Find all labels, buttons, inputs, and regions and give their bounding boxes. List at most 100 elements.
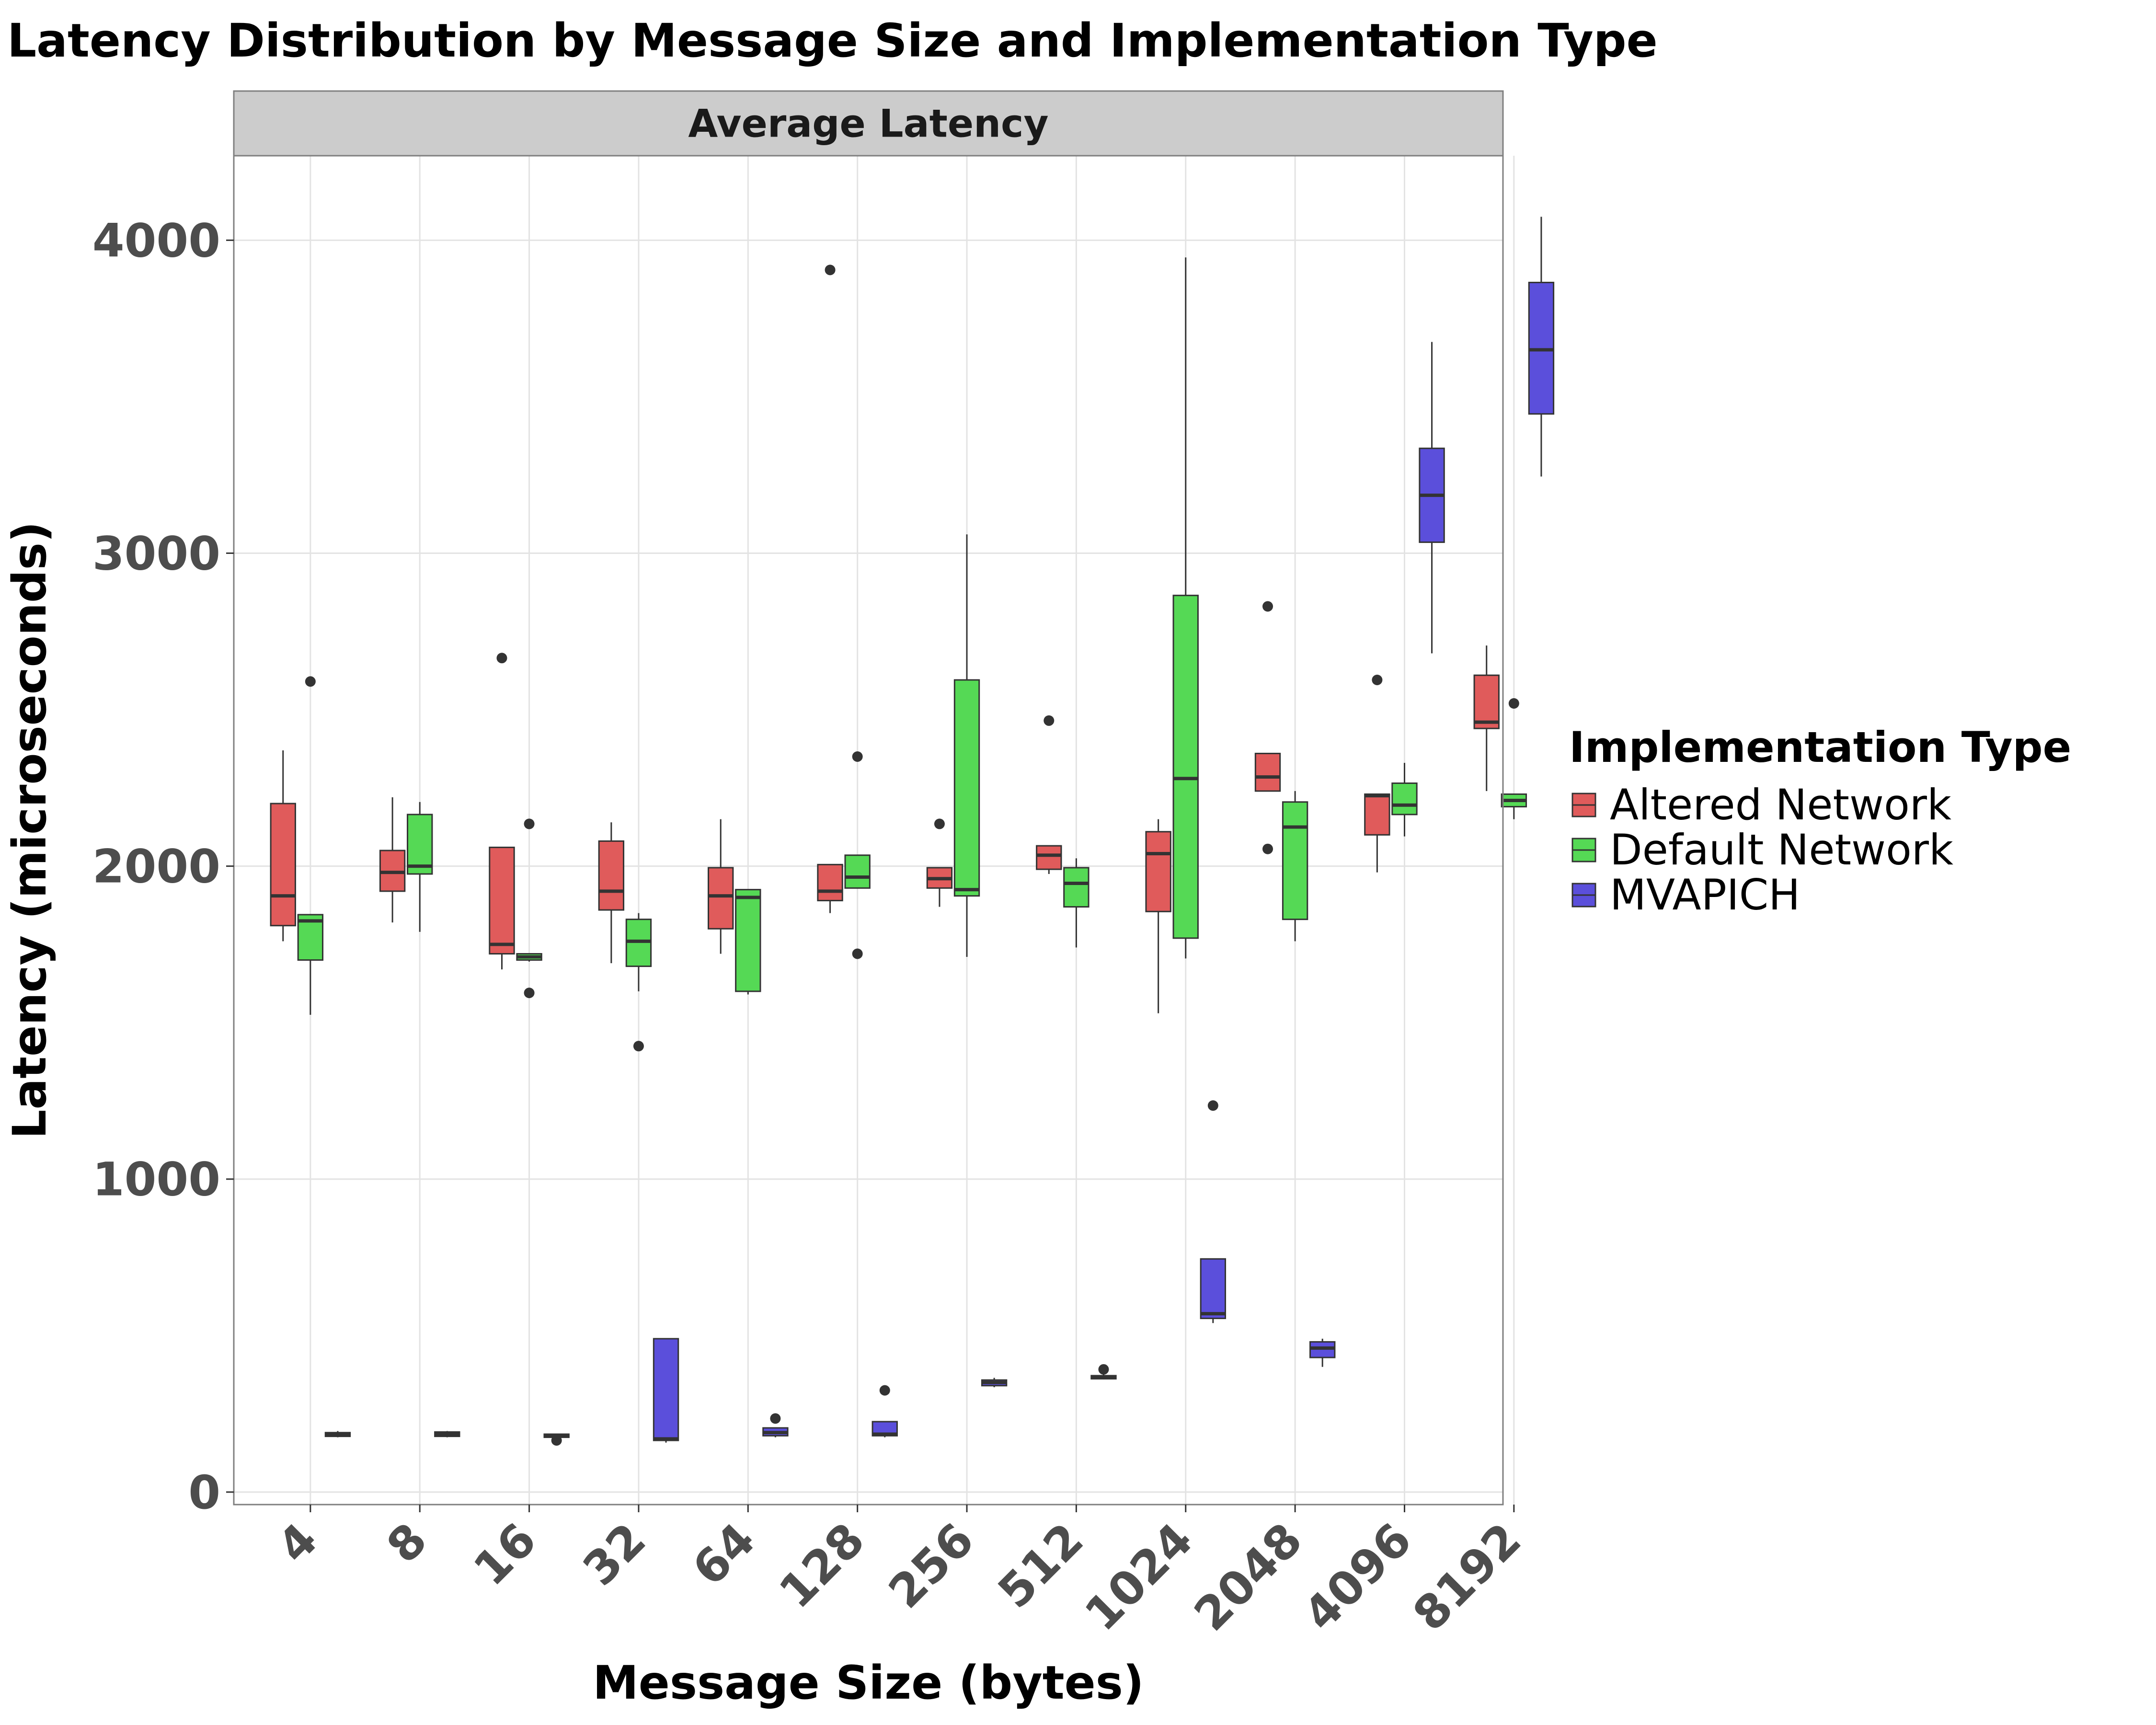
outlier-point: [852, 948, 863, 959]
facet-strip: [233, 90, 1504, 157]
x-tick-label: 2048: [1184, 1513, 1312, 1641]
y-axis-title: Latency (microseconds): [3, 521, 57, 1138]
x-tick-label: 8192: [1403, 1513, 1531, 1641]
series-default-network: [297, 257, 1527, 1052]
facet-strip-label: Average Latency: [688, 102, 1048, 146]
box-iqr: [1364, 793, 1390, 836]
box-iqr: [270, 803, 296, 927]
box-64: [735, 889, 761, 995]
box-16: [543, 1433, 570, 1446]
box-iqr: [1391, 782, 1418, 816]
box-4096: [1391, 763, 1418, 837]
outlier-point: [524, 818, 535, 829]
box-4: [324, 1431, 351, 1438]
box-256: [953, 534, 980, 957]
outlier-point: [934, 818, 945, 829]
box-iqr: [1063, 867, 1089, 908]
box-1024: [1200, 1100, 1227, 1323]
legend-label: Altered Network: [1610, 780, 1951, 829]
legend-label: Default Network: [1610, 825, 1953, 874]
box-8192: [1501, 698, 1527, 819]
box-iqr: [735, 889, 761, 992]
y-tick-label: 4000: [92, 214, 220, 267]
x-tick-label: 4: [267, 1513, 328, 1573]
outlier-point: [879, 1385, 890, 1396]
y-tick-label: 0: [188, 1466, 220, 1519]
x-tick-label: 32: [573, 1513, 656, 1596]
box-4096: [1419, 342, 1445, 654]
box-2048: [1309, 1338, 1336, 1367]
box-8: [407, 802, 433, 932]
box-iqr: [817, 863, 843, 901]
box-iqr: [844, 854, 871, 889]
box-128: [817, 264, 843, 913]
box-16: [516, 818, 542, 999]
x-tick-label: 256: [878, 1513, 984, 1619]
box-512: [1063, 858, 1089, 948]
box-4: [297, 676, 324, 1015]
x-tick-label: 128: [769, 1513, 875, 1619]
box-iqr: [1145, 831, 1171, 912]
outlier-point: [305, 676, 316, 687]
legend: Implementation Type Altered NetworkDefau…: [1569, 723, 2071, 920]
outlier-point: [551, 1435, 562, 1446]
box-8192: [1473, 645, 1500, 791]
box-32: [625, 913, 652, 1052]
box-iqr: [953, 679, 980, 897]
outlier-point: [496, 653, 507, 664]
box-1024: [1172, 257, 1199, 959]
outlier-point: [1262, 601, 1273, 612]
outlier-point: [1044, 715, 1055, 726]
box-128: [844, 751, 871, 959]
box-iqr: [1036, 845, 1062, 870]
x-tick-label: 16: [463, 1513, 547, 1596]
outlier-point: [524, 988, 535, 999]
x-tick-label: 1024: [1075, 1513, 1203, 1641]
x-tick-label: 8: [377, 1513, 437, 1573]
box-1024: [1145, 819, 1171, 1013]
box-8: [379, 797, 406, 923]
box-iqr: [708, 867, 734, 930]
x-tick-label: 4096: [1294, 1513, 1422, 1641]
box-iqr: [1172, 595, 1199, 939]
box-iqr: [1254, 752, 1281, 792]
y-tick-label: 2000: [92, 840, 220, 894]
box-2048: [1282, 791, 1308, 942]
box-iqr: [1200, 1258, 1227, 1319]
box-8192: [1528, 217, 1555, 477]
y-tick-label: 1000: [92, 1153, 220, 1207]
box-iqr: [1282, 801, 1308, 920]
box-512: [1090, 1364, 1117, 1380]
legend-title: Implementation Type: [1569, 723, 2071, 772]
outlier-point: [852, 751, 863, 762]
outlier-point: [1372, 674, 1383, 685]
box-4096: [1364, 674, 1390, 873]
box-32: [653, 1338, 679, 1443]
box-iqr: [598, 840, 625, 911]
outlier-point: [1508, 698, 1519, 709]
box-256: [926, 818, 953, 907]
box-512: [1036, 715, 1062, 874]
outlier-point: [770, 1413, 781, 1424]
box-256: [981, 1378, 1008, 1388]
box-4: [270, 750, 296, 942]
outlier-point: [1098, 1364, 1109, 1375]
box-8: [434, 1431, 460, 1438]
box-32: [598, 822, 625, 964]
box-2048: [1254, 601, 1281, 854]
box-iqr: [489, 846, 515, 954]
outlier-point: [1207, 1100, 1218, 1111]
outlier-point: [633, 1041, 644, 1052]
box-64: [708, 819, 734, 954]
legend-label: MVAPICH: [1610, 870, 1800, 920]
outlier-point: [1262, 843, 1273, 854]
x-tick-label: 64: [682, 1513, 766, 1596]
y-tick-label: 3000: [92, 527, 220, 580]
box-iqr: [1473, 674, 1500, 729]
box-iqr: [653, 1338, 679, 1441]
box-16: [489, 653, 515, 970]
outlier-point: [825, 264, 836, 276]
panel-border: [233, 155, 1504, 1506]
box-64: [762, 1413, 789, 1438]
